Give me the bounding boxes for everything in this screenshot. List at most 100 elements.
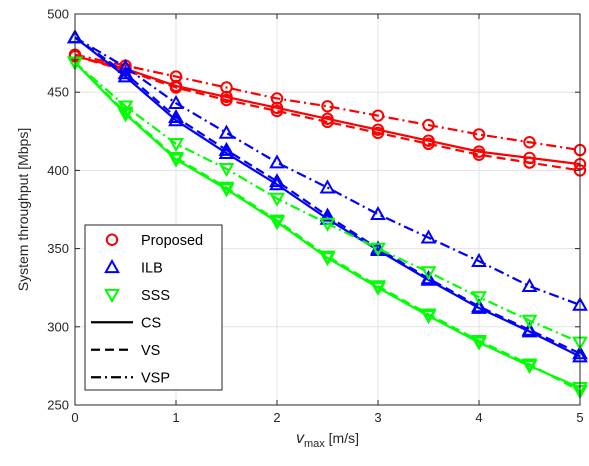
data-point [117,100,134,115]
data-point [218,124,235,139]
data-point [371,126,385,140]
legend-marker [104,259,120,274]
data-point [117,106,134,121]
series-line [74,36,581,355]
x-tick-label: 1 [172,410,179,425]
legend-label: VSP [141,370,170,386]
data-point [521,358,538,373]
legend-entry-proposed: Proposed [105,233,203,249]
data-point [420,308,437,323]
y-tick-label: 350 [47,241,69,256]
legend-label: ILB [141,260,163,276]
x-axis-label-sub: max [304,438,325,450]
data-point [269,192,285,207]
data-point [471,298,487,313]
data-point [319,217,336,232]
data-point [269,154,285,169]
y-axis-label: System throughput [Mbps] [15,128,31,291]
data-point [471,291,487,306]
data-point [117,58,134,74]
legend-label: Proposed [141,233,203,249]
data-point [321,100,334,113]
data-point [269,173,285,188]
data-point [218,181,235,196]
series-line [74,61,581,392]
series-line [74,61,581,389]
legend-label: CS [141,315,161,331]
data-point [319,207,336,222]
x-axis-label-unit: [m/s] [325,430,359,446]
legend-label: VS [141,343,160,359]
data-point [521,314,538,329]
data-point [270,92,284,105]
data-point [220,81,233,94]
data-point [218,163,235,178]
y-tick-label: 250 [47,398,69,413]
x-tick-label: 5 [576,410,583,425]
x-axis-label-var: v [296,430,305,447]
data-point [471,252,487,267]
series-line [74,36,581,306]
legend-entry-vsp: VSP [91,370,170,386]
data-point [168,152,184,167]
data-point [321,115,334,129]
data-point [472,148,486,161]
series-proposed-vs [68,50,587,177]
y-tick-label: 400 [47,163,69,178]
data-point [168,94,184,109]
series-ilb-vsp [67,29,588,311]
series-line [74,53,581,152]
x-tick-label: 0 [71,410,78,425]
legend-entry-ilb: ILB [104,259,163,276]
data-point [169,70,183,83]
y-tick-label: 450 [47,85,69,100]
legend-box [84,224,223,391]
data-point [270,104,284,118]
plot-frame [74,13,581,406]
data-point [371,109,385,122]
data-point [168,137,184,153]
ticks: 0 1 2 3 4 5 250 300 350 400 450 500 [47,7,583,426]
data-point [218,141,235,156]
data-point [117,68,134,83]
legend: Proposed ILB SSS CS VS VSP [84,224,223,391]
data-point [370,205,386,221]
data-point [521,277,538,292]
data-point [269,214,285,229]
legend-marker [104,288,120,303]
data-point [523,156,536,169]
data-point [472,128,486,141]
series-line [74,55,581,166]
x-tick-label: 3 [374,410,381,425]
series-line [74,55,581,172]
legend-entry-vs: VS [91,343,160,359]
y-tick-label: 300 [47,319,69,334]
data-point [220,93,233,107]
data-point [521,321,538,336]
x-tick-label: 2 [273,410,280,425]
legend-entry-cs: CS [91,315,161,331]
y-tick-label: 500 [47,7,69,22]
data-point [168,108,184,124]
x-tick-label: 4 [475,410,482,425]
legend-marker [105,233,119,246]
legend-label: SSS [141,288,170,304]
series-sss-vsp [67,56,588,351]
series-layer [67,29,588,400]
data-point [420,266,437,281]
data-point [370,242,386,257]
x-axis-label: vmax [m/s] [296,430,359,450]
legend-entry-sss: SSS [104,288,170,304]
data-point [218,144,235,160]
data-point [319,179,336,194]
data-point [420,270,437,285]
data-point [471,335,487,350]
data-point [420,229,437,244]
data-point [523,136,536,149]
data-point [422,137,435,151]
data-point [370,280,386,295]
series-line [74,61,581,344]
data-point [422,118,435,132]
data-point [319,250,336,265]
